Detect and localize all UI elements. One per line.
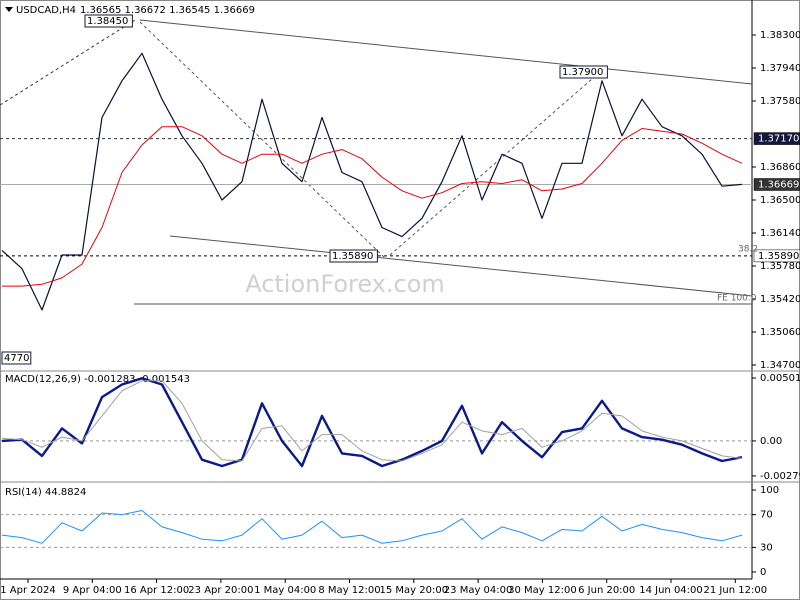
channel-line <box>169 235 753 297</box>
y-tick-label: 1.37580 <box>760 96 800 107</box>
level-box <box>753 132 800 145</box>
trend-line <box>139 21 386 259</box>
x-tick-label: 30 May 12:00 <box>508 585 577 596</box>
channel-line <box>139 19 753 85</box>
x-tick-label: 16 Apr 12:00 <box>124 585 189 596</box>
y-tick-label: 1.34700 <box>760 360 800 371</box>
y-tick-label: 1.36140 <box>760 228 800 239</box>
annotation: 38.2 <box>738 245 758 255</box>
x-tick-label: 15 May 20:00 <box>380 585 449 596</box>
x-tick-label: 6 Jun 20:00 <box>578 585 635 596</box>
annotation-box <box>84 14 133 28</box>
x-tick-label: 21 Jun 12:00 <box>704 585 768 596</box>
annotation-box <box>1 351 32 365</box>
level-label: 1.37170 <box>758 134 799 145</box>
y-tick-label: 1.35780 <box>760 261 800 272</box>
y-tick-label: 0 <box>760 567 766 578</box>
y-tick-label: 100 <box>760 485 779 496</box>
annotation-box <box>559 65 608 79</box>
x-tick-label: 1 Apr 2024 <box>0 585 55 596</box>
y-tick-label: 1.37940 <box>760 63 800 74</box>
y-tick-label: 30 <box>760 542 773 553</box>
y-tick-label: 0.005018 <box>760 373 800 384</box>
x-tick-label: 1 May 04:00 <box>254 585 316 596</box>
series-line <box>1 380 743 462</box>
trend-line <box>389 71 601 256</box>
panel-title: RSI(14) 44.8824 <box>5 487 86 498</box>
y-tick-label: -0.002795 <box>760 471 800 482</box>
annotation: 1.37900 <box>562 67 603 78</box>
y-tick-label: 0.00 <box>760 436 782 447</box>
series-line <box>1 377 743 468</box>
annotation: 1.35890 <box>332 251 373 262</box>
x-tick-label: 8 May 12:00 <box>318 585 380 596</box>
y-tick-label: 1.35060 <box>760 327 800 338</box>
annotation: 1.38450 <box>87 16 128 27</box>
level-box <box>753 178 800 191</box>
y-tick-label: 1.36500 <box>760 195 800 206</box>
annotation: 4770 <box>4 353 29 364</box>
y-tick-label: 1.36860 <box>760 162 800 173</box>
trend-line <box>0 19 136 106</box>
series-line <box>1 52 743 311</box>
annotation-box <box>329 249 378 263</box>
y-tick-label: 1.38300 <box>760 30 800 41</box>
x-tick-label: 14 Jun 04:00 <box>639 585 703 596</box>
chart-subtitle: 1.36565 1.36672 1.36545 1.36669 <box>80 5 255 16</box>
level-label: 1.35890 <box>758 251 799 262</box>
series-line <box>1 510 743 544</box>
panel-icon <box>5 7 13 12</box>
annotation: FE 100.0 <box>717 294 757 304</box>
panel-title: MACD(12,26,9) -0.001283 -0.001543 <box>5 374 190 385</box>
chart-title: USDCAD,H4 <box>16 5 76 16</box>
y-tick-label: 1.35420 <box>760 294 800 305</box>
level-box <box>753 249 800 263</box>
y-tick-label: 70 <box>760 510 773 521</box>
x-tick-label: 23 May 04:00 <box>444 585 513 596</box>
x-tick-label: 9 Apr 04:00 <box>63 585 122 596</box>
watermark: ActionForex.com <box>245 270 445 298</box>
x-tick-label: 23 Apr 20:00 <box>188 585 253 596</box>
level-label: 1.36669 <box>758 179 799 190</box>
series-line <box>2 126 743 287</box>
